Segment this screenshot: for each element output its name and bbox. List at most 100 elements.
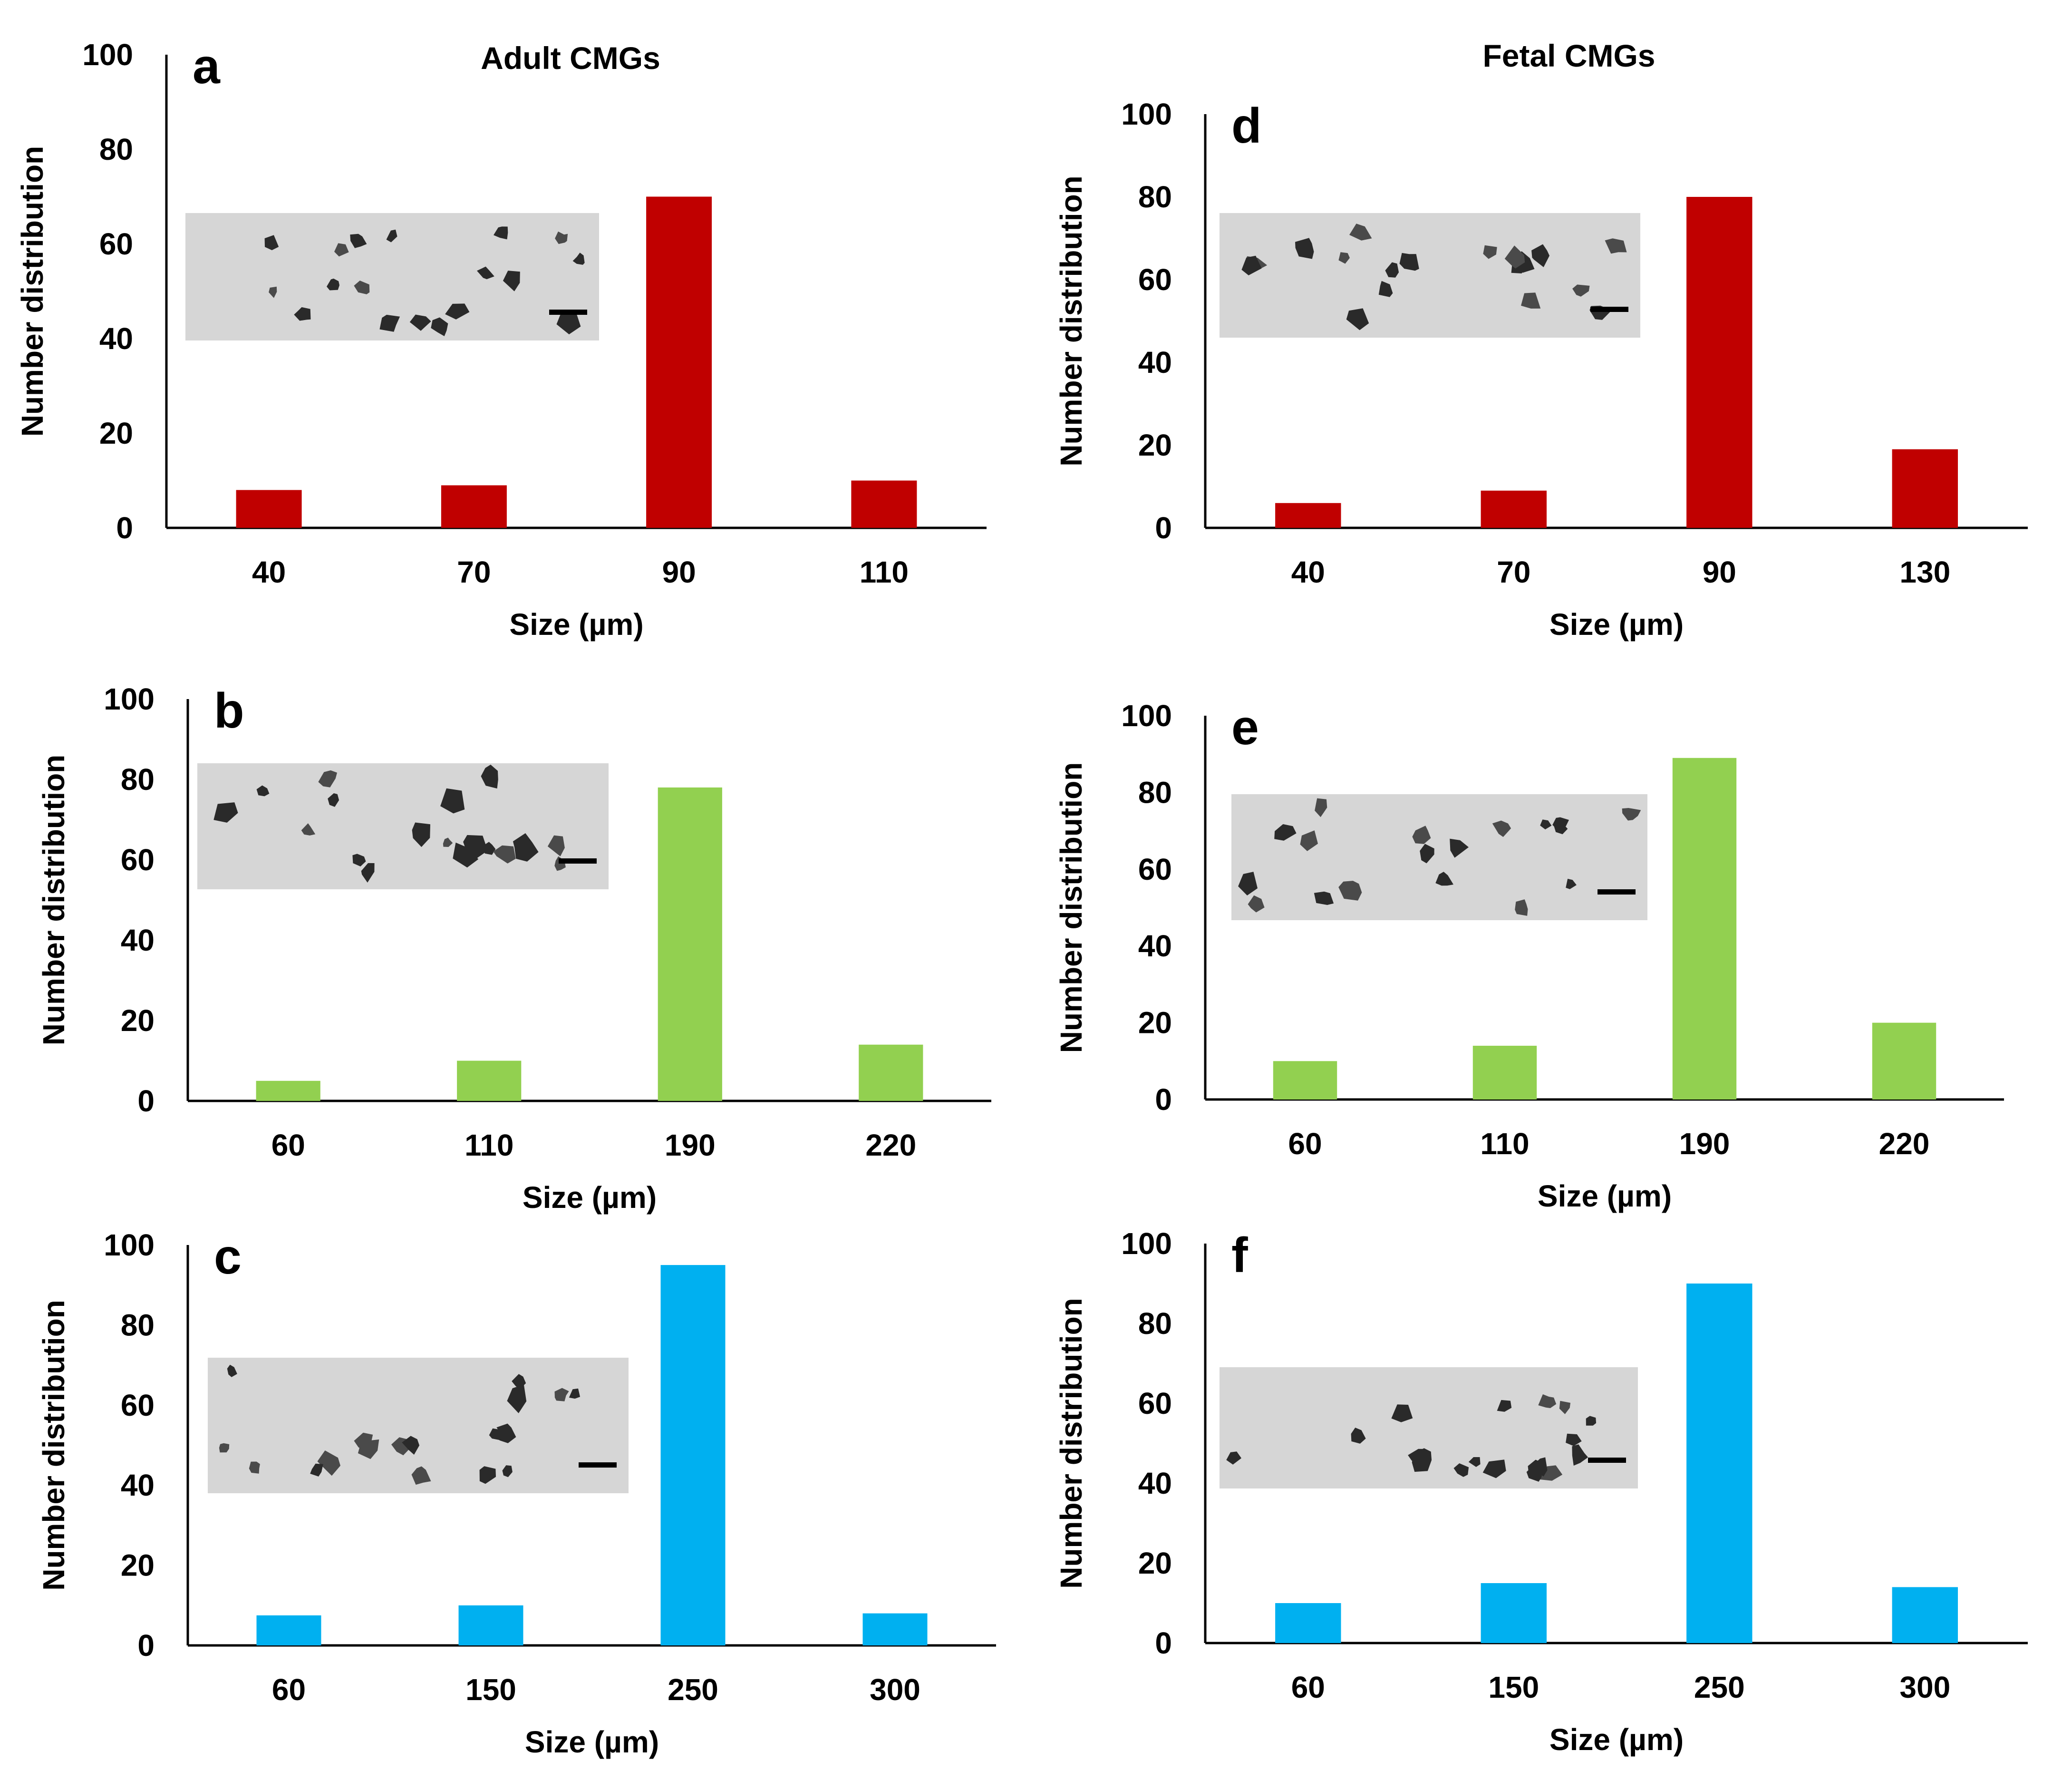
particle bbox=[317, 1450, 340, 1476]
x-tick-label: 250 bbox=[668, 1673, 718, 1707]
particle bbox=[572, 253, 585, 265]
y-tick-label: 80 bbox=[1138, 775, 1172, 809]
y-tick-label: 100 bbox=[1121, 699, 1172, 733]
particle bbox=[431, 317, 448, 336]
bar-220 bbox=[859, 1044, 923, 1101]
particle bbox=[386, 229, 397, 243]
y-tick-label: 20 bbox=[1138, 1546, 1172, 1580]
bar-60 bbox=[256, 1615, 321, 1645]
panel-letter: c bbox=[214, 1229, 242, 1284]
micrograph-background bbox=[197, 763, 609, 889]
particle bbox=[1528, 1459, 1546, 1478]
x-tick-label: 60 bbox=[271, 1128, 305, 1162]
particle bbox=[402, 1436, 420, 1455]
micrograph-inset-e bbox=[1231, 794, 1647, 920]
x-axis-title: Size (µm) bbox=[523, 1180, 657, 1215]
particle bbox=[1572, 1444, 1588, 1466]
micrograph-inset-c bbox=[208, 1358, 629, 1493]
particle bbox=[358, 1439, 379, 1459]
y-tick-label: 100 bbox=[82, 38, 133, 72]
particle bbox=[1566, 878, 1577, 889]
particle bbox=[1248, 895, 1265, 913]
y-tick-label: 80 bbox=[1138, 180, 1172, 214]
scale-bar bbox=[1588, 1458, 1626, 1463]
bar-110 bbox=[1472, 1046, 1537, 1099]
particle bbox=[352, 854, 366, 866]
particle bbox=[1497, 1400, 1512, 1412]
particle bbox=[1314, 891, 1334, 905]
particle bbox=[463, 835, 488, 858]
y-tick-label: 20 bbox=[121, 1548, 155, 1583]
particle bbox=[494, 226, 508, 240]
particle bbox=[1483, 245, 1497, 259]
y-axis-title: Number distribution bbox=[1054, 175, 1088, 467]
scale-bar bbox=[559, 858, 597, 864]
x-tick-label: 90 bbox=[1703, 555, 1736, 589]
x-tick-label: 70 bbox=[457, 555, 491, 589]
y-tick-label: 0 bbox=[137, 1084, 155, 1118]
particle bbox=[269, 286, 277, 298]
micrograph-background bbox=[1220, 1367, 1638, 1488]
particle bbox=[1538, 1394, 1557, 1408]
particle bbox=[350, 233, 367, 248]
panel-letter: f bbox=[1231, 1228, 1248, 1283]
y-tick-label: 60 bbox=[121, 1388, 155, 1422]
particle bbox=[1605, 238, 1627, 254]
x-axis-title: Size (µm) bbox=[1549, 1722, 1684, 1757]
y-tick-label: 40 bbox=[121, 923, 155, 957]
y-tick-label: 80 bbox=[99, 132, 133, 166]
x-tick-label: 90 bbox=[662, 555, 696, 589]
panel-letter: d bbox=[1231, 98, 1262, 154]
scale-bar bbox=[549, 310, 587, 315]
bar-90 bbox=[1686, 197, 1752, 528]
particle bbox=[412, 822, 430, 847]
panels: 0 20 40 60 80 100 40 70 90 110 Size (µm) Number dis… bbox=[15, 38, 2028, 1759]
x-axis-title: Size (µm) bbox=[509, 607, 643, 642]
y-tick-label: 100 bbox=[1121, 97, 1172, 131]
particle bbox=[1540, 819, 1552, 830]
y-tick-label: 0 bbox=[116, 511, 133, 545]
y-tick-label: 0 bbox=[1155, 511, 1172, 545]
particle bbox=[219, 1443, 230, 1453]
particle bbox=[481, 764, 498, 789]
y-tick-label: 40 bbox=[1138, 1466, 1172, 1500]
particle bbox=[1468, 1457, 1481, 1467]
y-tick-label: 80 bbox=[121, 1308, 155, 1342]
particle bbox=[334, 243, 349, 257]
bar-60 bbox=[1273, 1061, 1337, 1099]
particle bbox=[547, 835, 565, 856]
particle bbox=[361, 863, 375, 883]
particle bbox=[1492, 820, 1511, 837]
particle bbox=[1572, 284, 1590, 297]
particle bbox=[1552, 817, 1569, 829]
micrograph-inset-b bbox=[197, 763, 609, 889]
bar-90 bbox=[646, 196, 712, 528]
x-tick-label: 130 bbox=[1899, 555, 1950, 589]
particle bbox=[1622, 808, 1641, 821]
micrograph-inset-d bbox=[1220, 213, 1640, 338]
x-tick-label: 220 bbox=[1879, 1127, 1930, 1161]
x-tick-label: 110 bbox=[465, 1128, 513, 1162]
y-tick-label: 40 bbox=[99, 321, 133, 356]
bar-40 bbox=[236, 490, 302, 528]
x-tick-label: 70 bbox=[1497, 555, 1530, 589]
particle bbox=[555, 231, 568, 244]
y-tick-label: 100 bbox=[104, 1228, 155, 1262]
y-axis-title: Number distribution bbox=[1054, 1298, 1088, 1589]
x-tick-label: 60 bbox=[1288, 1127, 1322, 1161]
micrograph-inset-f bbox=[1220, 1367, 1638, 1488]
y-axis-title: Number distribution bbox=[37, 1300, 71, 1591]
particle bbox=[440, 788, 465, 814]
column-title-adult: Adult CMGs bbox=[481, 40, 660, 76]
particle bbox=[249, 1461, 260, 1474]
particle bbox=[264, 235, 279, 251]
particle bbox=[1300, 830, 1318, 851]
particle bbox=[1453, 1463, 1469, 1477]
x-tick-label: 40 bbox=[252, 555, 286, 589]
particle bbox=[1238, 872, 1258, 895]
panel-c: 0 20 40 60 80 100 60 150 250 300 Size (µm) Number d… bbox=[37, 1228, 996, 1759]
particle bbox=[1338, 252, 1350, 264]
particle bbox=[354, 281, 370, 294]
particle bbox=[479, 1466, 496, 1484]
bar-40 bbox=[1275, 503, 1341, 528]
